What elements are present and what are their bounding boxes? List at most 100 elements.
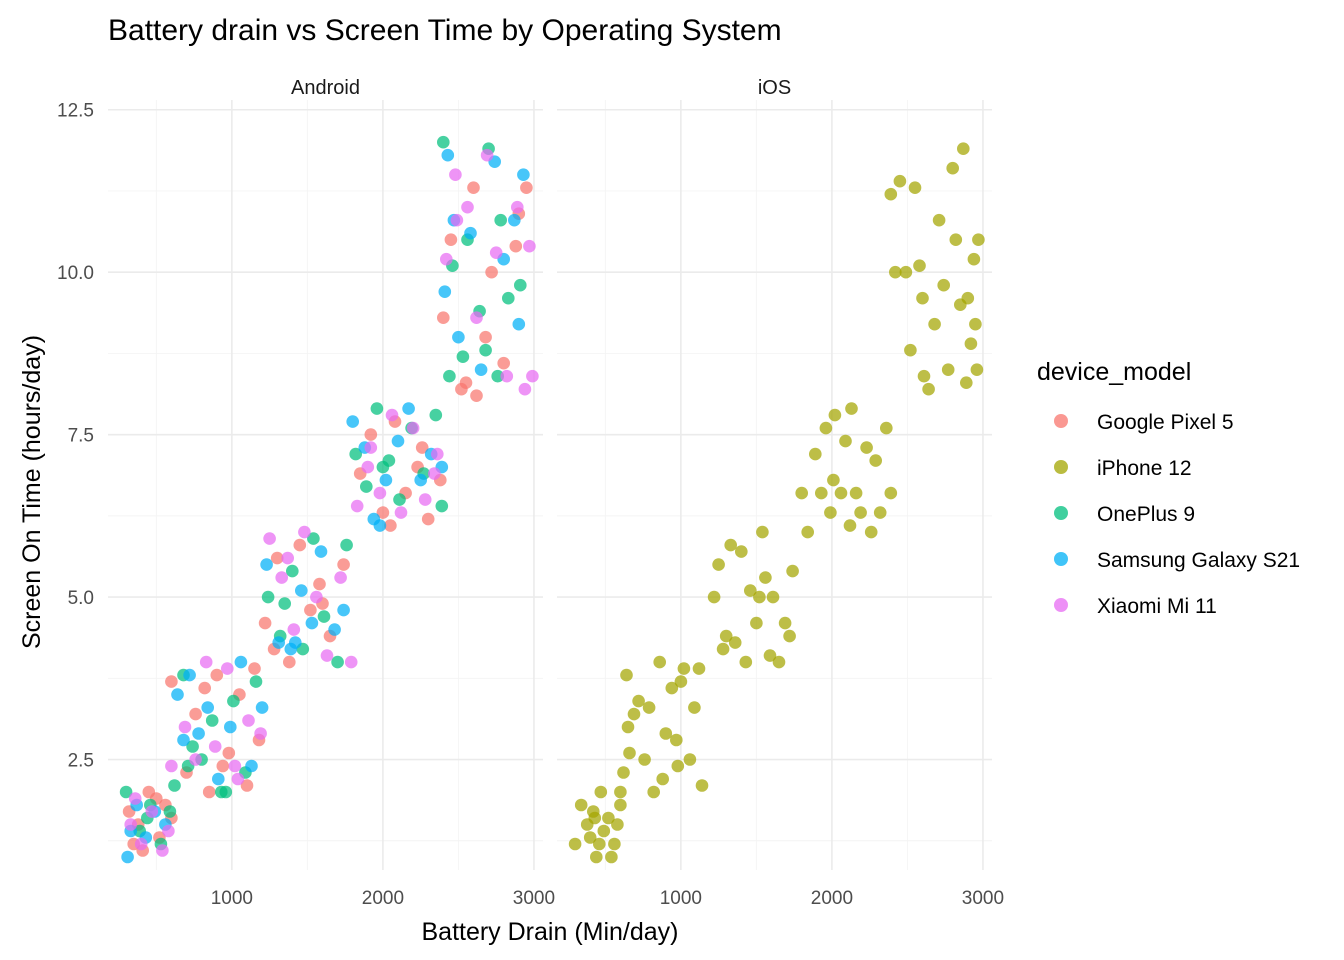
data-point	[623, 746, 636, 760]
data-point	[337, 558, 350, 571]
data-point	[234, 655, 248, 669]
data-point	[671, 759, 685, 773]
legend-entry: iPhone 12	[1054, 457, 1192, 480]
data-point	[783, 629, 796, 643]
data-point	[437, 135, 450, 149]
data-point	[317, 610, 331, 623]
legend-entry: OnePlus 9	[1054, 503, 1195, 526]
data-point	[171, 688, 184, 701]
data-point	[384, 519, 397, 532]
data-point	[479, 343, 492, 357]
data-point	[642, 701, 656, 714]
data-point	[216, 759, 230, 773]
data-point	[134, 837, 148, 851]
data-point	[620, 668, 633, 682]
data-point	[593, 837, 606, 851]
data-point	[435, 499, 449, 513]
data-point	[346, 415, 360, 428]
data-point	[647, 785, 660, 799]
data-point	[307, 532, 320, 545]
data-point	[418, 493, 432, 506]
y-tick-label: 12.5	[57, 101, 94, 122]
data-point	[456, 350, 470, 364]
data-point	[860, 441, 873, 454]
data-point	[961, 291, 975, 305]
legend-key	[1054, 414, 1068, 428]
data-point	[827, 473, 840, 487]
data-point	[270, 551, 284, 565]
data-point	[597, 824, 611, 838]
data-point	[508, 213, 521, 227]
data-point	[163, 805, 177, 818]
data-point	[177, 733, 190, 747]
data-point	[450, 213, 464, 227]
data-point	[828, 408, 842, 422]
data-point	[656, 772, 669, 786]
x-tick-label: 2000	[362, 888, 404, 909]
data-point	[360, 480, 373, 493]
data-point	[227, 694, 240, 708]
data-point	[688, 701, 701, 714]
data-point	[659, 727, 673, 740]
legend: device_model Google Pixel 5 iPhone 12 OneP…	[1037, 358, 1300, 618]
legend-title: device_model	[1037, 358, 1191, 386]
data-point	[941, 363, 955, 377]
legend-entries: Google Pixel 5 iPhone 12 OnePlus 9 Samsung …	[1054, 411, 1300, 618]
data-point	[373, 486, 387, 500]
data-point	[683, 753, 697, 766]
data-point	[574, 798, 588, 812]
data-point	[864, 525, 878, 539]
data-point	[248, 662, 261, 675]
data-point	[334, 571, 347, 584]
data-point	[205, 714, 219, 727]
data-point	[583, 831, 597, 844]
data-point	[415, 441, 429, 454]
data-point	[692, 662, 706, 675]
series-xiaomi-mi-11	[124, 148, 539, 857]
data-point	[429, 408, 443, 422]
data-point	[221, 662, 234, 675]
data-point	[385, 408, 399, 422]
x-tick-label: 1000	[660, 888, 702, 909]
data-point	[739, 655, 753, 669]
data-point	[431, 447, 444, 461]
data-point	[310, 590, 323, 604]
data-point	[750, 616, 763, 630]
data-point	[913, 259, 926, 273]
data-point	[231, 772, 245, 786]
data-point	[735, 545, 748, 558]
data-point	[518, 382, 532, 396]
data-point	[449, 168, 462, 181]
data-point	[443, 369, 456, 383]
data-point	[124, 818, 137, 831]
data-point	[202, 785, 216, 799]
data-point	[502, 291, 515, 305]
data-point	[960, 376, 973, 390]
data-point	[763, 649, 777, 662]
data-point	[753, 590, 766, 604]
data-point	[500, 369, 514, 383]
data-point	[632, 694, 645, 708]
legend-label: Xiaomi Mi 11	[1097, 595, 1217, 618]
data-point	[744, 584, 757, 597]
data-point	[514, 278, 527, 292]
data-point	[594, 785, 608, 799]
data-point	[156, 844, 169, 857]
facet-strip-label: iOS	[758, 77, 791, 99]
data-point	[249, 675, 263, 688]
data-point	[614, 798, 627, 812]
data-point	[849, 486, 863, 500]
data-point	[121, 850, 134, 864]
data-point	[242, 714, 255, 727]
series-samsung-galaxy-s21	[121, 148, 530, 864]
data-point	[201, 701, 214, 714]
data-point	[461, 200, 474, 214]
data-point	[756, 525, 769, 539]
data-point	[474, 363, 488, 377]
data-point	[361, 460, 375, 474]
data-point	[219, 785, 233, 799]
data-point	[893, 174, 907, 188]
data-point	[470, 311, 483, 325]
data-point	[716, 642, 730, 656]
data-point	[922, 382, 935, 396]
